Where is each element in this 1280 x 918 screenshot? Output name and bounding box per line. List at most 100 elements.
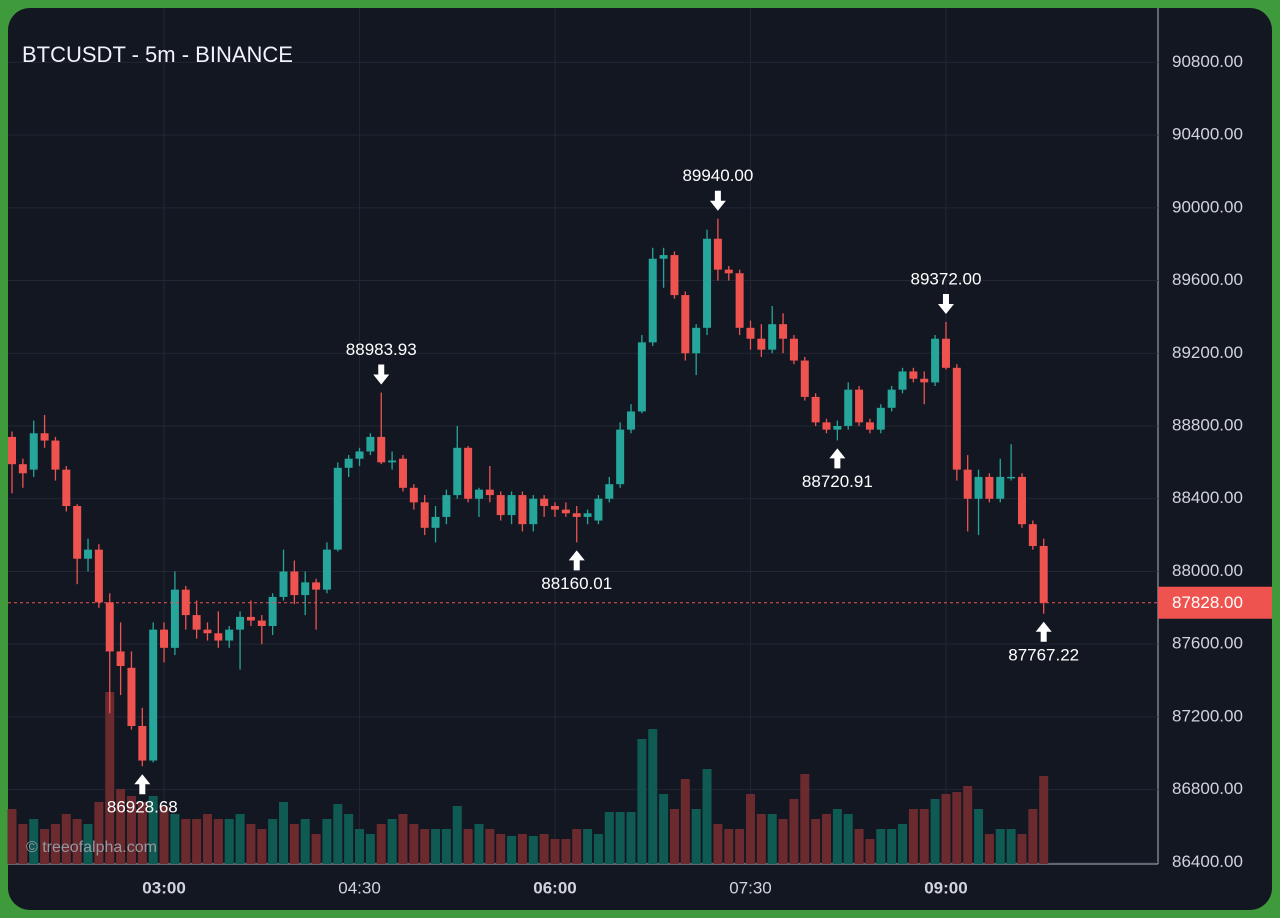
candle-body (485, 489, 494, 496)
candle-body (453, 447, 462, 496)
annotation-label: 89372.00 (911, 269, 982, 288)
candle-body (149, 629, 158, 761)
candle-body (127, 667, 136, 726)
volume-bar (452, 806, 462, 864)
volume-bar (735, 829, 745, 864)
candle-body (670, 255, 679, 296)
volume-bar (832, 809, 842, 864)
candles (8, 218, 1048, 767)
volume-bar (908, 809, 918, 864)
x-tick-label: 07:30 (729, 878, 772, 897)
annotation-label: 89940.00 (682, 166, 753, 185)
candle-body (713, 238, 722, 270)
y-tick-label: 90400.00 (1172, 125, 1243, 144)
volume-bar (626, 812, 636, 864)
candle-body (724, 269, 733, 274)
volume-bar (713, 824, 723, 864)
volume-bar (126, 796, 136, 864)
volume-bar (83, 824, 93, 864)
volume-bar (561, 839, 571, 864)
arrow-up (829, 448, 846, 469)
volume-bar (778, 819, 788, 864)
volume-bar (463, 829, 473, 864)
candle-body (746, 327, 755, 339)
candle-body (409, 487, 418, 503)
volume-bar (246, 824, 256, 864)
candle-body (529, 498, 538, 525)
volume-bar (1017, 834, 1027, 864)
candle-body (62, 469, 71, 506)
candle-body (442, 495, 451, 517)
candle-body (398, 458, 407, 488)
candle-body (887, 389, 896, 408)
volume-bar (507, 836, 517, 864)
candle-body (214, 633, 223, 641)
candle-body (779, 324, 788, 339)
candle-body (551, 506, 559, 510)
annotation-label: 86928.68 (107, 798, 178, 817)
volume-bar (137, 802, 147, 864)
volume-bar (637, 739, 647, 864)
volume-bar (50, 824, 60, 864)
volume-bar (224, 819, 234, 864)
x-tick-label: 04:30 (338, 878, 381, 897)
candle-body (681, 295, 690, 354)
volume-bar (745, 794, 755, 864)
candle-body (659, 255, 668, 259)
candle-body (51, 440, 60, 470)
arrow-down (709, 190, 726, 211)
volume-bar (930, 799, 940, 864)
candle-body (572, 513, 581, 517)
candle-body (540, 498, 549, 506)
y-tick-label: 86800.00 (1172, 779, 1243, 798)
x-tick-label: 03:00 (142, 878, 185, 897)
volume-bar (691, 809, 701, 864)
candle-body (833, 426, 842, 430)
y-tick-label: 90000.00 (1172, 197, 1243, 216)
candle-body (246, 616, 255, 621)
candle-body (1028, 524, 1037, 546)
candle-body (898, 371, 907, 390)
y-tick-label: 87200.00 (1172, 706, 1243, 725)
volume-bar (192, 819, 202, 864)
arrow-down (937, 294, 954, 314)
candle-body (344, 458, 353, 468)
panel (8, 8, 1272, 910)
volume-bar (420, 829, 430, 864)
volume-bar (528, 836, 538, 864)
candle-body (920, 378, 929, 383)
volume-bar (94, 802, 104, 864)
candle-body (464, 447, 473, 499)
volume-bar (311, 834, 321, 864)
candle-body (420, 502, 429, 528)
candle-body (583, 513, 592, 517)
volume-bar (1028, 809, 1038, 864)
volume-bar (963, 786, 973, 864)
volume-bar (593, 834, 603, 864)
candle-body (268, 596, 277, 626)
volume-bar (789, 799, 799, 864)
volume-bar (279, 802, 288, 864)
volume-bar (61, 814, 71, 864)
volume-bar (257, 829, 267, 864)
annotation-label: 88720.91 (802, 472, 873, 491)
candle-body (192, 615, 201, 630)
volume-bar (974, 809, 984, 864)
candle-body (963, 469, 972, 499)
candle-body (1007, 476, 1016, 479)
y-tick-label: 87600.00 (1172, 634, 1243, 653)
arrow-up (1035, 621, 1052, 642)
last-price-label: 87828.00 (1172, 593, 1243, 612)
volume-bar (365, 834, 375, 864)
volume-bar (333, 804, 343, 864)
volume-bar (322, 819, 332, 864)
volume-bar (409, 824, 419, 864)
candle-body (865, 422, 874, 430)
candle-body (800, 360, 809, 397)
candle-body (789, 338, 798, 361)
volume-bar (756, 814, 766, 864)
volume-bar (941, 794, 951, 864)
volume-bar (485, 829, 495, 864)
candle-body (627, 411, 636, 430)
volume-bar (18, 824, 28, 864)
